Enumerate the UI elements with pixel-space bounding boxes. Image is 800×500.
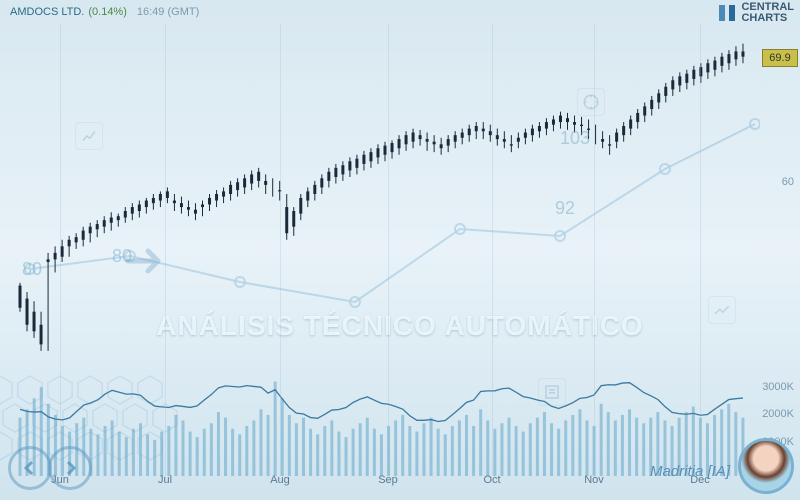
compass-icon[interactable] [577, 88, 605, 116]
grid-line [492, 24, 493, 476]
bg-value-label: 92 [555, 198, 575, 219]
watermark-title: ANÁLISIS TÉCNICO AUTOMÁTICO [156, 310, 643, 342]
grid-line [594, 24, 595, 476]
timestamp: 16:49 (GMT) [137, 6, 199, 18]
line-chart-icon[interactable] [708, 296, 736, 324]
grid-line [280, 24, 281, 476]
assistant-avatar[interactable] [738, 438, 794, 494]
chart-header: AMDOCS LTD. (0.14%) 16:49 (GMT) [0, 0, 800, 24]
nav-prev-button[interactable] [8, 446, 52, 490]
grid-line [700, 24, 701, 476]
current-price-badge: 69.9 [762, 49, 798, 67]
ticker-symbol: AMDOCS LTD. [10, 6, 84, 18]
mini-chart-icon[interactable] [75, 122, 103, 150]
volume-tick-label: 2000K [762, 408, 794, 420]
grid-line [60, 24, 61, 476]
assistant-label[interactable]: Madritia [IA] [650, 463, 730, 480]
news-icon[interactable] [538, 378, 566, 406]
bg-value-label: 80 [112, 246, 132, 267]
bg-value-label: 103 [560, 128, 590, 149]
bg-value-label: 80 [22, 259, 42, 280]
nav-next-button[interactable] [48, 446, 92, 490]
price-axis: 69.9 60 [760, 24, 800, 390]
grid-line [165, 24, 166, 476]
price-change-pct: (0.14%) [88, 6, 127, 18]
volume-tick-label: 3000K [762, 381, 794, 393]
y-tick-label: 60 [782, 176, 794, 188]
grid-line [388, 24, 389, 476]
